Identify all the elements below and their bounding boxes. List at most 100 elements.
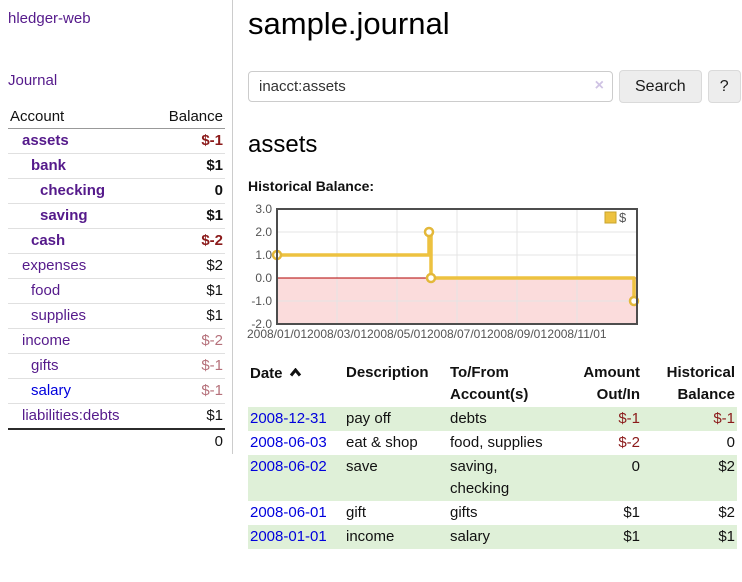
transaction-accounts: saving, checking [448,455,552,501]
transaction-description: eat & shop [346,434,418,451]
data-point-markers [271,226,640,307]
account-link-gifts[interactable]: gifts [31,357,59,374]
date-header-label: Date [250,365,283,382]
account-link-income[interactable]: income [22,332,71,349]
svg-text:0.0: 0.0 [255,271,272,285]
svg-text:-2.0: -2.0 [251,317,272,331]
transaction-balance: $2 [642,455,737,501]
svg-text:2008/11/01: 2008/11/01 [547,327,606,341]
account-row: cash $-2 [8,228,225,254]
chart-legend: $ [604,210,627,225]
account-row: saving $1 [8,203,225,229]
sidebar-item-journal[interactable]: Journal [8,72,58,89]
register-row: 2008-06-03 eat & shop food, supplies $-2… [248,431,737,455]
account-balance: $1 [151,303,225,329]
transaction-amount: $-1 [552,407,642,431]
account-balance: $-2 [151,228,225,254]
chart-canvas: $ 3.0 2.0 1.0 0.0 -1.0 -2.0 2008/01/01 2… [247,202,640,341]
account-row: bank $1 [8,153,225,179]
column-header-date[interactable]: Date [248,361,344,407]
accounts-header-account: Account [8,106,152,129]
search-input[interactable] [248,71,613,102]
transaction-balance: $2 [718,504,735,521]
account-balance: $1 [151,278,225,304]
column-header-description: Description [346,364,429,381]
transaction-date-link[interactable]: 2008-06-01 [250,504,327,521]
plot-border [276,208,638,325]
account-balance: $-1 [201,132,223,149]
account-link-food[interactable]: food [31,282,61,299]
balance-header-line2: Balance [677,386,735,403]
account-link-liabilities-debts[interactable]: liabilities:debts [22,407,120,424]
account-link-expenses[interactable]: expenses [22,257,87,274]
transaction-date-link[interactable]: 2008-12-31 [250,410,327,427]
brand-link[interactable]: hledger-web [8,10,91,27]
svg-text:2008/09/01: 2008/09/01 [487,327,547,341]
account-row: salary $-1 [8,378,225,404]
account-balance: $1 [151,203,225,229]
account-link-saving[interactable]: saving [40,207,88,224]
account-balance: $-2 [151,328,225,354]
accounts-table: Account Balance assets $-1 bank $1 check… [8,106,225,454]
amount-header-line2: Out/In [596,386,640,403]
account-link-bank[interactable]: bank [31,157,67,174]
account-balance: $2 [151,253,225,279]
transaction-accounts: food, supplies [450,434,543,451]
legend-label: $ [619,210,627,225]
account-link-salary[interactable]: salary [31,382,72,399]
svg-text:3.0: 3.0 [255,202,272,216]
svg-text:1.0: 1.0 [255,248,272,262]
chart-title: Historical Balance: [248,178,375,194]
transaction-balance: 0 [726,434,735,451]
transaction-description: gift [346,504,367,521]
help-button[interactable]: ? [707,70,741,103]
svg-text:2008/01/01: 2008/01/01 [247,327,307,341]
account-balance: $-1 [151,378,225,404]
account-row: checking 0 [8,178,225,204]
transaction-date-link[interactable]: 2008-06-02 [250,458,327,475]
account-row: income $-2 [8,328,225,354]
sort-ascending-icon [289,362,302,384]
transaction-balance: $1 [642,525,737,549]
accounts-total-row: 0 [8,428,225,454]
svg-text:2008/03/01: 2008/03/01 [307,327,367,341]
transaction-accounts: debts [448,407,552,431]
account-row: gifts $-1 [8,353,225,379]
account-link-assets[interactable]: assets [22,132,69,149]
account-heading: assets [248,131,318,158]
svg-text:-1.0: -1.0 [251,294,272,308]
transaction-amount: $1 [623,504,640,521]
transaction-amount: 0 [552,455,642,501]
transaction-description: income [344,525,448,549]
register-row: 2008-06-02 save saving, checking 0 $2 [248,455,737,501]
transaction-date-link[interactable]: 2008-01-01 [250,528,327,545]
account-link-cash[interactable]: cash [31,232,66,249]
svg-text:2008/07/01: 2008/07/01 [427,327,487,341]
x-axis-labels: 2008/01/01 2008/03/01 2008/05/01 2008/07… [247,327,607,341]
balance-header-line1: Historical [666,364,735,381]
search-button[interactable]: Search [619,70,702,103]
transaction-balance: $-1 [642,407,737,431]
transaction-accounts: gifts [450,504,478,521]
column-header-balance: Historical Balance [642,361,737,407]
legend-swatch [604,211,617,224]
page-title: sample.journal [248,6,450,41]
accounts-header-line1: To/From [450,364,509,381]
account-balance: $1 [151,403,225,429]
account-balance: $1 [151,153,225,179]
account-link-checking[interactable]: checking [40,182,106,199]
amount-header-line1: Amount [583,364,640,381]
transaction-accounts: salary [448,525,552,549]
account-link-supplies[interactable]: supplies [31,307,87,324]
account-balance: 0 [151,178,225,204]
account-balance: $-1 [151,353,225,379]
accounts-header-line2: Account(s) [450,386,529,403]
transaction-amount: $1 [552,525,642,549]
svg-text:2.0: 2.0 [255,225,272,239]
account-row: liabilities:debts $1 [8,403,225,429]
transaction-date-link[interactable]: 2008-06-03 [250,434,327,451]
clear-search-icon[interactable]: × [594,77,604,94]
account-row: expenses $2 [8,253,225,279]
column-header-accounts: To/From Account(s) [448,361,552,407]
accounts-header-balance: Balance [151,106,225,129]
